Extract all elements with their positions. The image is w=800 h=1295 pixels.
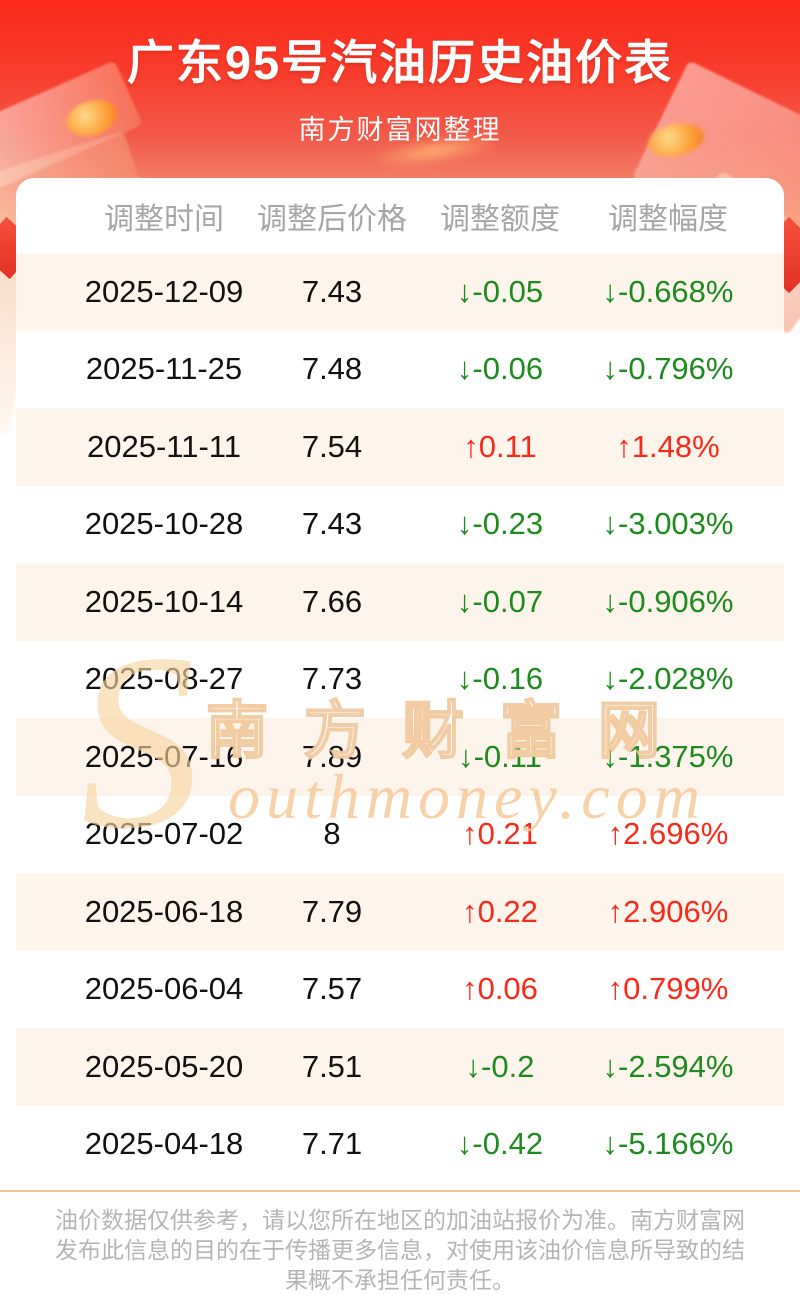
row-date: 2025-07-16 [84, 738, 244, 774]
row-percent: ↑1.48% [616, 428, 720, 464]
row-price: 8 [323, 816, 341, 852]
row-date: 2025-08-27 [84, 661, 244, 697]
table-row: 2025-10-14 7.66 ↓-0.07 ↓-0.906% [16, 563, 784, 641]
row-date: 2025-10-28 [84, 506, 244, 542]
row-percent: ↑2.906% [607, 893, 729, 929]
row-percent: ↓-2.594% [602, 1048, 734, 1084]
row-percent: ↓-1.375% [602, 738, 734, 774]
row-price: 7.48 [301, 351, 363, 387]
table-row: 2025-06-18 7.79 ↑0.22 ↑2.906% [16, 873, 784, 951]
table-row: 2025-12-09 7.43 ↓-0.05 ↓-0.668% [16, 253, 784, 331]
table-row: 2025-04-18 7.71 ↓-0.42 ↓-5.166% [16, 1106, 784, 1184]
row-change: ↑0.21 [462, 816, 538, 852]
row-price: 7.43 [301, 506, 363, 542]
row-percent: ↓-0.796% [602, 351, 734, 387]
row-change: ↓-0.11 [458, 738, 542, 774]
page-subtitle: 南方财富网整理 [298, 115, 502, 145]
disclaimer-text: 油价数据仅供参考，请以您所在地区的加油站报价为准。南方财富网发布此信息的目的在于… [55, 1207, 745, 1293]
row-change: ↓-0.2 [465, 1048, 535, 1084]
row-change: ↓-0.23 [456, 506, 544, 542]
row-date: 2025-11-25 [85, 351, 243, 387]
row-change: ↓-0.16 [456, 661, 544, 697]
row-change: ↑0.06 [462, 971, 538, 1007]
row-change: ↓-0.07 [456, 583, 544, 619]
row-change: ↓-0.06 [456, 351, 544, 387]
table-row: 2025-08-27 7.73 ↓-0.16 ↓-2.028% [16, 641, 784, 719]
table-row: 2025-11-25 7.48 ↓-0.06 ↓-0.796% [16, 331, 784, 409]
footer: 油价数据仅供参考，请以您所在地区的加油站报价为准。南方财富网发布此信息的目的在于… [0, 1190, 800, 1295]
row-change: ↑0.22 [462, 893, 538, 929]
row-date: 2025-10-14 [84, 583, 244, 619]
row-percent: ↑0.799% [607, 971, 729, 1007]
row-percent: ↓-0.668% [602, 273, 734, 309]
table-row: 2025-10-28 7.43 ↓-0.23 ↓-3.003% [16, 486, 784, 564]
table-row: 2025-05-20 7.51 ↓-0.2 ↓-2.594% [16, 1028, 784, 1106]
column-header-date: 调整时间 [104, 202, 224, 236]
row-price: 7.73 [301, 661, 363, 697]
row-price: 7.79 [301, 893, 363, 929]
row-date: 2025-06-04 [84, 971, 244, 1007]
page-title: 广东95号汽油历史油价表 [126, 36, 674, 89]
column-header-change: 调整额度 [440, 202, 560, 236]
column-header-percent: 调整幅度 [608, 202, 728, 236]
row-percent: ↓-2.028% [602, 661, 734, 697]
row-price: 7.54 [301, 428, 363, 464]
table-body: 2025-12-09 7.43 ↓-0.05 ↓-0.668% 2025-11-… [16, 253, 784, 1183]
row-price: 7.66 [301, 583, 363, 619]
row-percent: ↑2.696% [607, 816, 729, 852]
table-row: 2025-11-11 7.54 ↑0.11 ↑1.48% [16, 408, 784, 486]
row-price: 7.89 [301, 738, 363, 774]
row-percent: ↓-0.906% [602, 583, 734, 619]
row-price: 7.71 [301, 1126, 363, 1162]
row-date: 2025-12-09 [84, 273, 244, 309]
table-row: 2025-06-04 7.57 ↑0.06 ↑0.799% [16, 951, 784, 1029]
table-row: 2025-07-16 7.89 ↓-0.11 ↓-1.375% [16, 718, 784, 796]
row-percent: ↓-3.003% [602, 506, 734, 542]
row-change: ↑0.11 [463, 428, 537, 464]
row-price: 7.51 [301, 1048, 363, 1084]
row-date: 2025-06-18 [84, 893, 244, 929]
row-percent: ↓-5.166% [602, 1126, 734, 1162]
row-date: 2025-04-18 [84, 1126, 244, 1162]
table-header-row: 调整时间 调整后价格 调整额度 调整幅度 [16, 178, 784, 253]
column-header-price: 调整后价格 [257, 202, 407, 236]
row-price: 7.43 [301, 273, 363, 309]
row-date: 2025-11-11 [87, 428, 241, 464]
row-change: ↓-0.05 [456, 273, 544, 309]
price-table-card: 调整时间 调整后价格 调整额度 调整幅度 2025-12-09 7.43 ↓-0… [16, 178, 784, 1183]
table-row: 2025-07-02 8 ↑0.21 ↑2.696% [16, 796, 784, 874]
row-change: ↓-0.42 [456, 1126, 544, 1162]
row-date: 2025-05-20 [84, 1048, 244, 1084]
row-price: 7.57 [301, 971, 363, 1007]
row-date: 2025-07-02 [84, 816, 244, 852]
